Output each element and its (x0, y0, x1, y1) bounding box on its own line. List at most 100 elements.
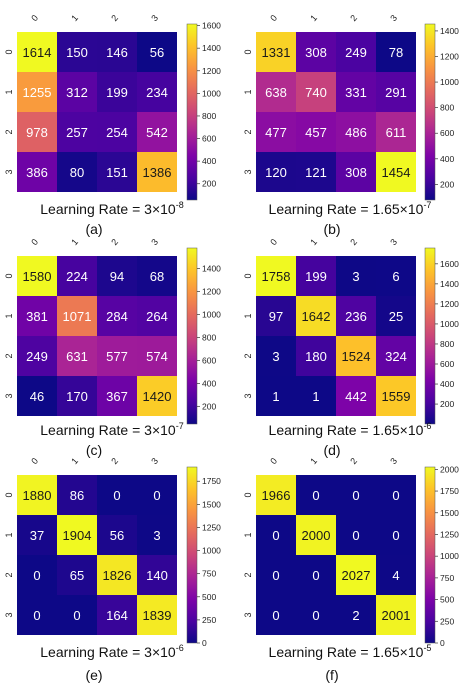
cell-value-label: 308 (305, 45, 327, 60)
colorbar-tick-label: 200 (440, 399, 454, 409)
cell-value-label: 3 (153, 528, 160, 543)
cell-value-label: 56 (150, 45, 164, 60)
colorbar-tick-label: 1000 (202, 88, 221, 98)
cell-value-label: 257 (66, 125, 88, 140)
heatmap-cell (57, 336, 97, 376)
colorbar-tick-label: 2000 (440, 464, 459, 474)
heatmap-cell (256, 72, 296, 112)
cell-value-label: 1839 (143, 608, 172, 623)
colorbar-tick-label: 1750 (202, 476, 221, 486)
cell-value-label: 1 (272, 389, 279, 404)
x-axis-label-exponent: -6 (423, 421, 431, 431)
cell-value-label: 56 (110, 528, 124, 543)
y-tick-label: 3 (243, 169, 253, 174)
cell-value-label: 1386 (143, 165, 172, 180)
x-axis-label-base: Learning Rate = 3×10 (40, 422, 176, 438)
cell-value-label: 457 (305, 125, 327, 140)
cell-value-label: 1966 (262, 488, 291, 503)
x-tick-label: 3 (149, 456, 160, 466)
heatmap-cell (256, 376, 296, 416)
heatmap-cell (137, 475, 177, 515)
heatmap-cell (296, 72, 336, 112)
cell-value-label: 3 (272, 349, 279, 364)
panel-caption: (f) (325, 667, 338, 683)
heatmap-cell (97, 515, 137, 555)
heatmap-cell (57, 595, 97, 635)
cell-value-label: 234 (146, 85, 168, 100)
heatmap-cell (336, 555, 376, 595)
colorbar-tick-label: 200 (440, 179, 454, 189)
heatmap-cell (256, 256, 296, 296)
heatmap-cell (137, 72, 177, 112)
y-tick-label: 1 (243, 532, 253, 537)
heatmap-cell (57, 256, 97, 296)
heatmap-cell (97, 555, 137, 595)
cell-value-label: 264 (146, 309, 168, 324)
heatmap-cell (296, 555, 336, 595)
heatmap-cell (137, 376, 177, 416)
x-tick-label: 2 (348, 456, 359, 466)
x-axis-label-base: Learning Rate = 1.65×10 (269, 201, 424, 217)
y-tick-label: 1 (4, 89, 14, 94)
cell-value-label: 1454 (382, 165, 411, 180)
heatmap-cell (296, 256, 336, 296)
colorbar-tick-label: 1500 (202, 499, 221, 509)
colorbar-tick-label: 200 (202, 179, 216, 189)
y-tick-label: 2 (4, 572, 14, 577)
heatmap-cell (17, 376, 57, 416)
heatmap-cell (57, 112, 97, 152)
heatmap-panel-d: 1758 199 3 6 97 1642 236 25 3 180 1524 324 1 1 442 1559… (243, 237, 459, 458)
cell-value-label: 254 (106, 125, 128, 140)
colorbar-tick-label: 1000 (440, 77, 459, 87)
cell-value-label: 0 (113, 488, 120, 503)
heatmap-cell (57, 32, 97, 72)
colorbar-tick-label: 1750 (440, 486, 459, 496)
heatmap-cell (296, 376, 336, 416)
x-tick-label: 0 (29, 13, 40, 23)
heatmap-cell (97, 595, 137, 635)
heatmap-cell (296, 152, 336, 192)
heatmap-cell (17, 515, 57, 555)
colorbar-tick-label: 600 (440, 359, 454, 369)
panel-caption: (e) (85, 667, 102, 683)
colorbar-tick-label: 200 (202, 401, 216, 411)
heatmap-cell (57, 72, 97, 112)
x-tick-label: 1 (69, 456, 80, 466)
y-tick-label: 0 (4, 492, 14, 497)
y-tick-label: 2 (4, 129, 14, 134)
heatmap-cell (296, 336, 336, 376)
cell-value-label: 80 (70, 165, 84, 180)
y-tick-label: 3 (4, 612, 14, 617)
cell-value-label: 284 (106, 309, 128, 324)
x-tick-label: 0 (268, 237, 279, 247)
colorbar-tick-label: 1000 (202, 546, 221, 556)
cell-value-label: 199 (305, 269, 327, 284)
heatmap-cell (256, 152, 296, 192)
x-tick-label: 3 (149, 13, 160, 23)
x-tick-label: 2 (109, 456, 120, 466)
heatmap-cell (17, 32, 57, 72)
colorbar-tick-label: 1200 (440, 299, 459, 309)
y-tick-label: 2 (243, 353, 253, 358)
heatmap-cell (57, 152, 97, 192)
x-tick-label: 3 (149, 237, 160, 247)
cell-value-label: 3 (352, 269, 359, 284)
cell-value-label: 25 (389, 309, 403, 324)
heatmap-cell (336, 595, 376, 635)
heatmap-cell (17, 72, 57, 112)
heatmap-cell (97, 256, 137, 296)
colorbar-tick-label: 1000 (440, 319, 459, 329)
colorbar (186, 247, 198, 425)
heatmap-cell (256, 595, 296, 635)
heatmap-cell (57, 296, 97, 336)
heatmap-panel-e: 1880 86 0 0 37 1904 56 3 0 65 1826 140 0 0 164 1839 0 1 2 3… (4, 456, 221, 683)
cell-value-label: 2001 (382, 608, 411, 623)
cell-value-label: 68 (150, 269, 164, 284)
heatmap-cell (296, 296, 336, 336)
cell-value-label: 78 (389, 45, 403, 60)
colorbar-tick-label: 1000 (440, 551, 459, 561)
panel-caption: (d) (323, 442, 340, 458)
heatmap-cell (17, 475, 57, 515)
colorbar-tick-label: 1200 (440, 51, 459, 61)
